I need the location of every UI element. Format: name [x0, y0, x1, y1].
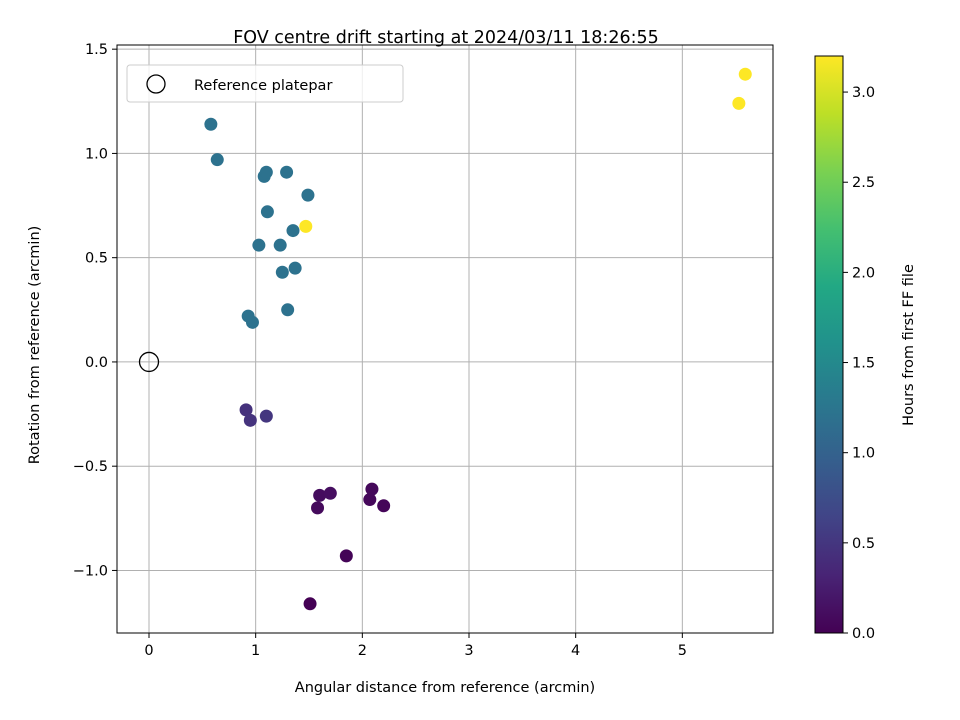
colorbar-ticks: 0.0 0.5 1.0 1.5 2.0 2.5 3.0 [843, 85, 875, 642]
legend: Reference platepar [126, 64, 404, 103]
y-tick-label: 1.5 [85, 42, 108, 58]
y-tick-label: −1.0 [73, 563, 108, 579]
data-point [286, 224, 300, 238]
x-axis-label: Angular distance from reference (arcmin) [295, 680, 595, 696]
data-point [273, 238, 287, 252]
legend-marker-reference [146, 74, 166, 94]
colorbar: 0.0 0.5 1.0 1.5 2.0 2.5 3.0 Hours from first F… [814, 55, 917, 642]
legend-box [126, 64, 404, 103]
y-axis-label: Rotation from reference (arcmin) [27, 226, 43, 465]
data-point [363, 493, 377, 507]
x-tick-label: 2 [358, 643, 367, 659]
colorbar-tick-label: 1.5 [852, 356, 875, 372]
data-point [210, 153, 224, 167]
x-tick-label: 1 [251, 643, 260, 659]
data-point [738, 67, 752, 81]
x-tick-label: 3 [464, 643, 473, 659]
colorbar-tick-label: 0.5 [852, 536, 875, 552]
data-point [260, 205, 274, 219]
colorbar-tick-label: 0.0 [852, 626, 875, 642]
colorbar-label: Hours from first FF file [901, 264, 917, 426]
x-tick-label: 0 [144, 643, 153, 659]
grid-lines [117, 45, 773, 633]
y-tick-label: 1.0 [85, 146, 108, 162]
data-point [303, 597, 317, 611]
x-axis-ticks: 0 1 2 3 4 5 [144, 633, 687, 659]
data-point [313, 488, 327, 502]
data-points [204, 67, 752, 611]
data-point [252, 238, 266, 252]
colorbar-tick-label: 3.0 [852, 85, 875, 101]
data-point [280, 165, 294, 179]
data-point [281, 303, 295, 317]
reference-point [138, 351, 160, 373]
x-tick-label: 4 [571, 643, 580, 659]
data-point [204, 117, 218, 131]
colorbar-tick-label: 2.0 [852, 265, 875, 281]
reference-marker [138, 351, 160, 373]
data-point [339, 549, 353, 563]
data-point [301, 188, 315, 202]
colorbar-tick-label: 2.5 [852, 175, 875, 191]
data-point [245, 315, 259, 329]
data-point [243, 413, 257, 427]
data-point [288, 261, 302, 275]
data-point [299, 219, 313, 233]
y-tick-label: −0.5 [73, 459, 108, 475]
data-point [732, 96, 746, 110]
y-tick-label: 0.0 [85, 355, 108, 371]
data-point [365, 482, 379, 496]
x-tick-label: 5 [678, 643, 687, 659]
data-point [259, 165, 273, 179]
colorbar-gradient [814, 55, 844, 634]
colorbar-tick-label: 1.0 [852, 446, 875, 462]
y-axis-ticks: −1.0 −0.5 0.0 0.5 1.0 1.5 [73, 42, 117, 579]
chart-title: FOV centre drift starting at 2024/03/11 … [233, 28, 659, 48]
data-point [239, 403, 253, 417]
data-point [259, 409, 273, 423]
data-point [377, 499, 391, 513]
data-point [311, 501, 325, 515]
legend-label-reference: Reference platepar [194, 78, 332, 94]
y-tick-label: 0.5 [85, 251, 108, 267]
plot-frame [116, 44, 774, 634]
data-point [323, 486, 337, 500]
data-point [275, 265, 289, 279]
